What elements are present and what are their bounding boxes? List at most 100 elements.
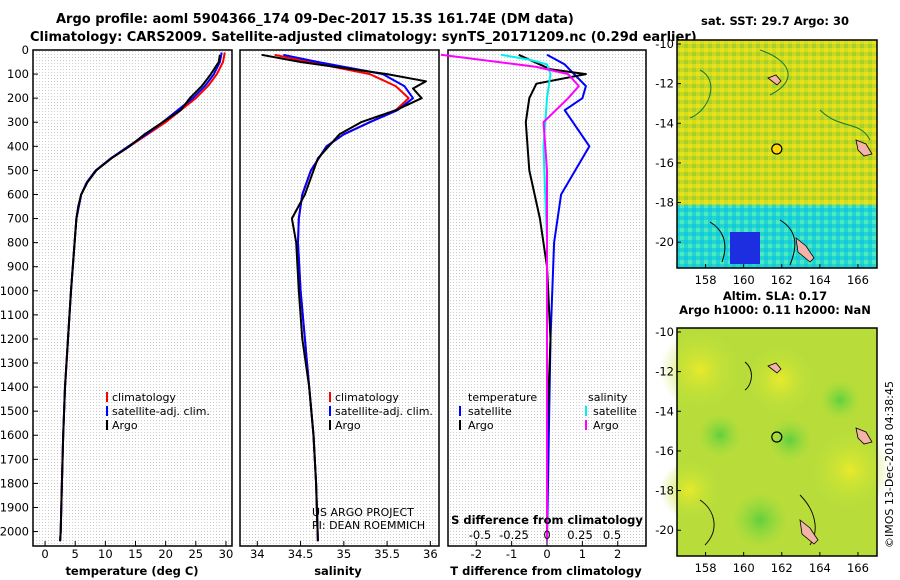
depth-tick-label: 2000 <box>0 525 29 539</box>
sst-cool-region <box>677 205 877 268</box>
depth-tick-label: 400 <box>7 139 29 153</box>
series-line-salinity-argo <box>440 53 580 542</box>
sst-map: sat. SST: 29.7 Argo: 30 158 160 162 164 166 -… <box>655 14 878 287</box>
sla-low-blob <box>768 418 812 462</box>
depth-tick-label: 900 <box>7 260 29 274</box>
depth-tick-label: 200 <box>7 91 29 105</box>
salinity-legend: climatology satellite-adj. clim. Argo <box>329 391 433 432</box>
project-annotation: US ARGO PROJECT <box>312 506 414 519</box>
x-tick-label: 5 <box>72 547 79 561</box>
sla-map-title-line2: Argo h1000: 0.11 h2000: NaN <box>679 303 871 317</box>
sst-land-islands <box>767 74 873 263</box>
legend-argo: Argo <box>112 419 138 432</box>
depth-tick-label: 800 <box>7 236 29 250</box>
map-y-tick-label: -10 <box>655 325 674 339</box>
temperature-grid <box>33 50 232 546</box>
legend-climatology: climatology <box>112 391 176 404</box>
legend-sal-satellite: satellite <box>593 405 637 418</box>
sla-land-islands <box>767 362 873 545</box>
map-x-tick-label: 162 <box>771 561 793 575</box>
x-tick-label: 25 <box>188 547 203 561</box>
salinity-tick-labels: 34 34.5 35 35.5 36 <box>250 541 438 561</box>
series-line-argo <box>59 54 221 542</box>
sla-map: Altim. SLA: 0.17 Argo h1000: 0.11 h2000:… <box>655 289 890 575</box>
depth-tick-labels: 0 100 200 300 400 500 600 700 800 900 1000 1100 1200… <box>0 43 38 539</box>
depth-tick-label: 0 <box>22 43 29 57</box>
map-y-tick-label: -20 <box>655 523 674 537</box>
sla-map-ticks: 158 160 162 164 166 -10 -12 -14 -16 -18 -20 <box>655 325 869 575</box>
s-tick-label: 0.25 <box>567 528 593 542</box>
salinity-panel: 34 34.5 35 35.5 36 salinity climatology sate… <box>239 49 440 578</box>
difference-xlabel: T difference from climatology <box>450 564 642 578</box>
temperature-series <box>59 52 226 542</box>
x-tick-label: 0 <box>41 547 48 561</box>
map-y-tick-label: -14 <box>655 116 674 130</box>
s-tick-label: -0.5 <box>469 528 491 542</box>
legend-temp-satellite: satellite <box>468 405 512 418</box>
sla-high-blob <box>745 345 815 415</box>
map-y-tick-label: -18 <box>655 484 674 498</box>
sla-low-blob <box>698 413 742 457</box>
sst-isobaths <box>709 219 796 266</box>
depth-tick-label: 1300 <box>0 356 29 370</box>
map-y-tick-label: -10 <box>655 37 674 51</box>
x-tick-label: 20 <box>158 547 173 561</box>
salinity-xlabel: salinity <box>314 564 362 578</box>
argo-float-marker <box>771 431 783 443</box>
depth-tick-label: 1100 <box>0 308 29 322</box>
sla-high-blob <box>660 460 720 520</box>
depth-tick-label: 100 <box>7 67 29 81</box>
s-tick-label: 0.5 <box>603 528 621 542</box>
depth-tick-label: 1500 <box>0 404 29 418</box>
s-tick-label: 0 <box>543 528 550 542</box>
x-tick-label: 1 <box>579 547 586 561</box>
x-tick-label: 2 <box>614 547 621 561</box>
temperature-xlabel: temperature (deg C) <box>65 564 198 578</box>
x-tick-label: 15 <box>128 547 143 561</box>
sla-high-blob <box>810 430 890 510</box>
sla-map-frame <box>676 327 878 557</box>
difference-legend: temperature salinity satellite Argo sate… <box>459 391 637 432</box>
map-x-tick-label: 166 <box>847 561 869 575</box>
legend-satellite: satellite-adj. clim. <box>335 405 433 418</box>
depth-tick-label: 600 <box>7 187 29 201</box>
map-x-tick-label: 164 <box>809 561 831 575</box>
map-x-tick-label: 160 <box>733 561 755 575</box>
depth-tick-label: 1700 <box>0 452 29 466</box>
series-line-temperature-argo <box>518 53 587 542</box>
figure-title-line1: Argo profile: aoml 5904366_174 09-Dec-20… <box>56 12 574 27</box>
map-y-tick-label: -14 <box>655 404 674 418</box>
argo-float-marker <box>771 143 783 155</box>
sla-low-blob <box>732 492 788 548</box>
map-x-tick-label: 160 <box>733 273 755 287</box>
pi-annotation: PI: DEAN ROEMMICH <box>312 519 425 532</box>
series-line-argo <box>261 53 427 542</box>
difference-series <box>440 53 591 542</box>
legend-temp-argo: Argo <box>468 419 494 432</box>
map-y-tick-label: -12 <box>655 365 674 379</box>
x-tick-label: 35.5 <box>374 547 400 561</box>
map-y-tick-label: -12 <box>655 77 674 91</box>
s-tick-label: -0.25 <box>499 528 529 542</box>
difference-tick-labels: -2 -1 0 1 2 <box>471 541 621 561</box>
legend-sal-argo: Argo <box>593 419 619 432</box>
sla-map-title-line1: Altim. SLA: 0.17 <box>723 289 827 303</box>
depth-tick-label: 300 <box>7 115 29 129</box>
x-tick-label: 34 <box>250 547 265 561</box>
map-x-tick-label: 162 <box>771 273 793 287</box>
sst-map-ticks: 158 160 162 164 166 -10 -12 -14 -16 -18 -20 <box>655 37 869 287</box>
temperature-panel: 0100200300400500600700800900100011001200… <box>0 43 233 578</box>
map-y-tick-label: -16 <box>655 156 674 170</box>
sst-contours <box>689 49 871 141</box>
s-difference-ticks: -0.5 -0.25 0 0.25 0.5 <box>469 528 621 542</box>
depth-tick-label: 1000 <box>0 284 29 298</box>
sst-map-title: sat. SST: 29.7 Argo: 30 <box>701 14 849 28</box>
salinity-series <box>261 53 427 542</box>
map-x-tick-label: 158 <box>695 561 717 575</box>
salinity-frame <box>239 49 440 547</box>
map-y-tick-label: -18 <box>655 196 674 210</box>
map-x-tick-label: 164 <box>809 273 831 287</box>
depth-tick-label: 700 <box>7 212 29 226</box>
sla-low-blob <box>820 380 860 420</box>
